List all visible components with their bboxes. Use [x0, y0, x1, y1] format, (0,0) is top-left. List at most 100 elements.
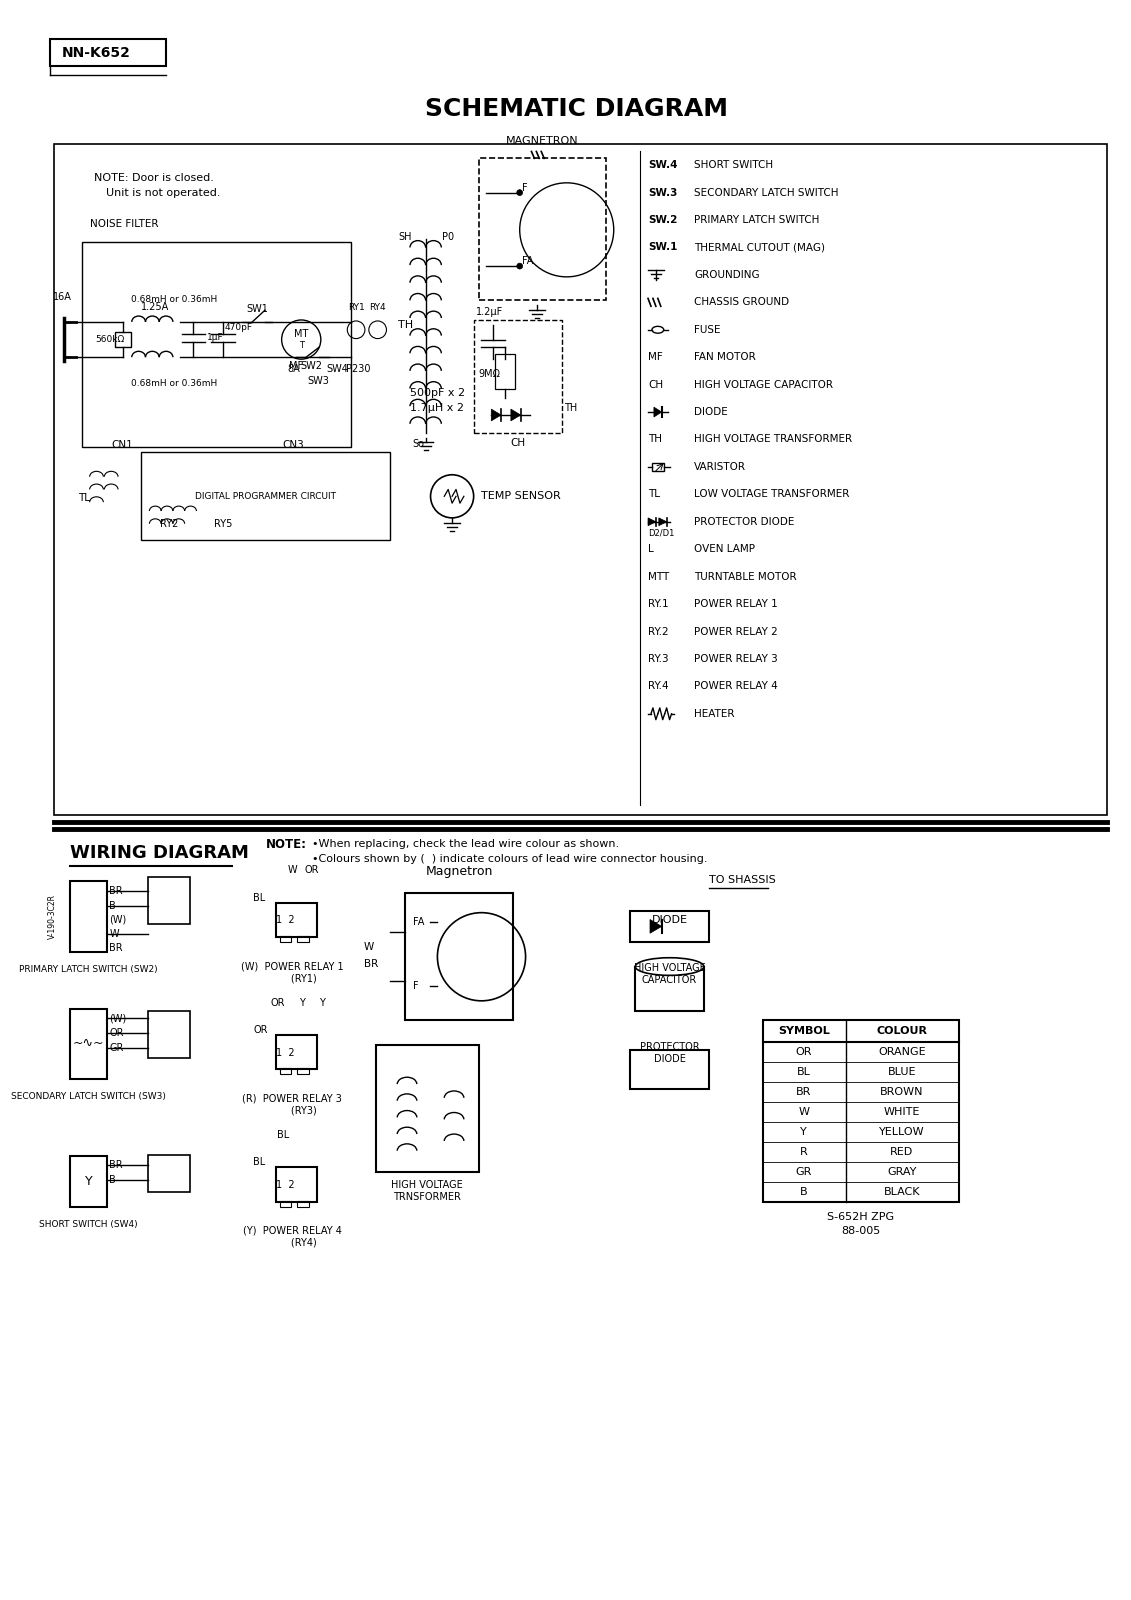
Text: BR: BR — [110, 886, 123, 896]
Text: 1  2: 1 2 — [276, 1048, 295, 1058]
Text: SH: SH — [398, 232, 412, 242]
Text: OR: OR — [270, 998, 285, 1008]
Text: R: R — [800, 1147, 808, 1157]
Text: FA: FA — [413, 917, 424, 928]
Text: GR: GR — [795, 1166, 812, 1176]
Text: 470pF: 470pF — [225, 323, 253, 333]
Text: TO SHASSIS: TO SHASSIS — [709, 875, 776, 885]
Text: TH: TH — [563, 403, 577, 413]
Text: DIGITAL PROGRAMMER CIRCUIT: DIGITAL PROGRAMMER CIRCUIT — [196, 491, 336, 501]
Text: 1.25A: 1.25A — [140, 302, 169, 312]
Bar — [630, 910, 709, 942]
Text: ~∿~: ~∿~ — [72, 1037, 104, 1051]
Text: Y: Y — [85, 1174, 93, 1187]
Text: POWER RELAY 4: POWER RELAY 4 — [694, 682, 778, 691]
Text: TRNSFORMER: TRNSFORMER — [392, 1192, 460, 1202]
Bar — [297, 1069, 309, 1074]
Text: 88-005: 88-005 — [841, 1226, 880, 1237]
Bar — [140, 453, 390, 541]
Text: DIODE: DIODE — [651, 915, 688, 925]
Text: NOTE: Door is closed.: NOTE: Door is closed. — [94, 173, 214, 182]
Text: B: B — [110, 901, 116, 910]
Text: MAGNETRON: MAGNETRON — [506, 136, 579, 146]
Bar — [276, 1168, 317, 1202]
Bar — [474, 320, 562, 432]
Bar — [762, 1021, 959, 1202]
Polygon shape — [511, 410, 520, 421]
Text: OR: OR — [304, 866, 319, 875]
Text: •When replacing, check the lead wire colour as shown.: •When replacing, check the lead wire col… — [312, 838, 619, 850]
Text: HIGH VOLTAGE TRANSFORMER: HIGH VOLTAGE TRANSFORMER — [694, 435, 852, 445]
Text: F: F — [413, 981, 418, 990]
Text: SHORT SWITCH: SHORT SWITCH — [694, 160, 774, 170]
Text: (R)  POWER RELAY 3: (R) POWER RELAY 3 — [242, 1094, 343, 1104]
Circle shape — [517, 190, 523, 195]
Text: RED: RED — [890, 1147, 914, 1157]
Bar — [495, 354, 515, 389]
Polygon shape — [659, 518, 666, 526]
Text: RY5: RY5 — [214, 518, 233, 528]
Text: DIODE: DIODE — [694, 406, 728, 418]
Text: CH: CH — [510, 438, 525, 448]
Text: CN3: CN3 — [283, 440, 304, 450]
Bar — [148, 877, 190, 925]
Text: CHASSIS GROUND: CHASSIS GROUND — [694, 298, 789, 307]
Bar — [375, 1045, 478, 1173]
Text: PRIMARY LATCH SWITCH (SW2): PRIMARY LATCH SWITCH (SW2) — [19, 965, 158, 974]
Text: 8A: 8A — [287, 363, 300, 374]
Bar — [54, 144, 1107, 814]
Bar — [276, 902, 317, 938]
Bar — [636, 966, 703, 1011]
Text: HEATER: HEATER — [694, 709, 734, 718]
Polygon shape — [654, 406, 662, 418]
Text: P230: P230 — [346, 363, 371, 374]
Text: (RY4): (RY4) — [268, 1238, 317, 1248]
Polygon shape — [648, 518, 656, 526]
Text: MF: MF — [648, 352, 663, 362]
Text: HIGH VOLTAGE: HIGH VOLTAGE — [633, 963, 706, 973]
Polygon shape — [650, 920, 662, 933]
Text: D2/D1: D2/D1 — [648, 528, 674, 538]
Text: (W): (W) — [110, 915, 127, 925]
Text: (W): (W) — [110, 1013, 127, 1024]
Text: NOTE:: NOTE: — [266, 837, 307, 851]
Text: Y: Y — [300, 998, 305, 1008]
Text: BROWN: BROWN — [880, 1086, 924, 1098]
Text: So: So — [412, 440, 424, 450]
Bar — [70, 1008, 107, 1078]
Text: YELLOW: YELLOW — [879, 1126, 924, 1136]
Text: 500pF x 2: 500pF x 2 — [409, 389, 465, 398]
Text: SW2: SW2 — [300, 362, 322, 371]
Text: CH: CH — [648, 379, 663, 390]
Text: W: W — [287, 866, 297, 875]
Bar — [651, 462, 664, 470]
Ellipse shape — [636, 958, 703, 976]
Text: HIGH VOLTAGE: HIGH VOLTAGE — [390, 1179, 463, 1190]
Text: SW.3: SW.3 — [648, 187, 677, 198]
Text: RY.3: RY.3 — [648, 654, 668, 664]
Text: WHITE: WHITE — [883, 1107, 920, 1117]
Text: VARISTOR: VARISTOR — [694, 462, 746, 472]
Text: PROTECTOR: PROTECTOR — [640, 1042, 699, 1051]
Text: PROTECTOR DIODE: PROTECTOR DIODE — [694, 517, 794, 526]
Text: MT: MT — [294, 328, 309, 339]
Text: OR: OR — [795, 1046, 812, 1058]
Text: BR: BR — [796, 1086, 811, 1098]
Text: 1.7μH x 2: 1.7μH x 2 — [409, 403, 464, 413]
Text: PRIMARY LATCH SWITCH: PRIMARY LATCH SWITCH — [694, 214, 820, 226]
Text: LOW VOLTAGE TRANSFORMER: LOW VOLTAGE TRANSFORMER — [694, 490, 849, 499]
Text: SYMBOL: SYMBOL — [778, 1026, 830, 1037]
Text: SW1: SW1 — [247, 304, 268, 314]
Text: RY.4: RY.4 — [648, 682, 668, 691]
Text: 9MΩ: 9MΩ — [478, 370, 501, 379]
Text: B: B — [110, 1174, 116, 1186]
Text: FUSE: FUSE — [694, 325, 720, 334]
Text: SW3: SW3 — [308, 376, 329, 386]
Bar — [70, 882, 107, 952]
Circle shape — [517, 262, 523, 269]
Text: CAPACITOR: CAPACITOR — [642, 976, 697, 986]
Text: BR: BR — [110, 1160, 123, 1171]
Text: 1.2μF: 1.2μF — [476, 307, 503, 317]
Text: RY.1: RY.1 — [648, 598, 668, 610]
Bar — [81, 242, 352, 448]
